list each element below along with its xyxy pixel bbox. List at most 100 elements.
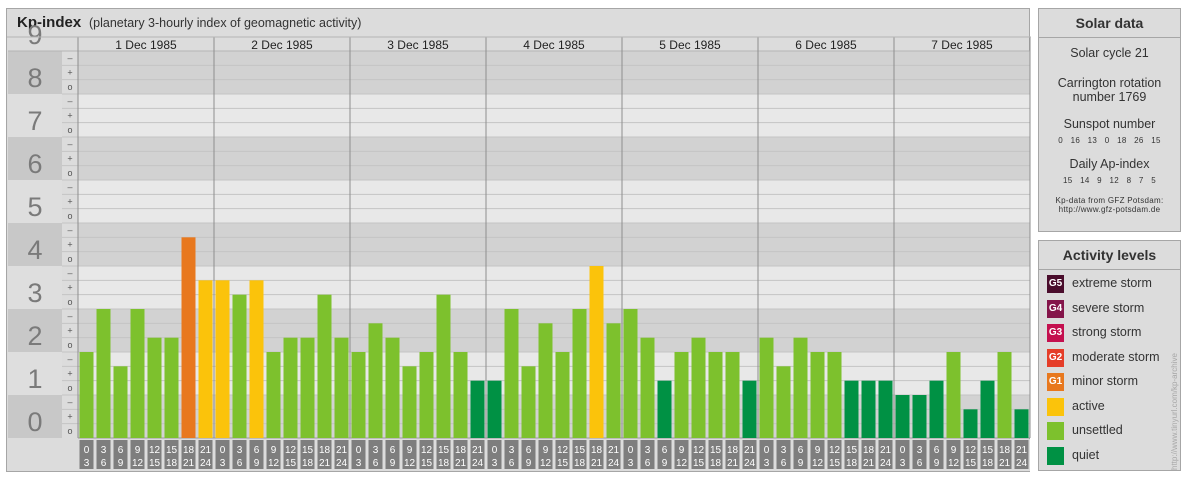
minor-tick-label: – [67,354,72,364]
interval-start-label: 15 [302,445,314,456]
interval-start-label: 15 [982,445,994,456]
chart-title: Kp-index [17,14,82,31]
interval-start-label: 21 [200,445,212,456]
interval-cell [385,440,400,469]
kp-bar [521,366,536,438]
kp-bar [215,280,230,438]
kp-bar [776,366,791,438]
legend-label-g2: moderate storm [1072,349,1160,364]
kp-bar [980,380,995,438]
interval-end-label: 9 [390,458,396,469]
y-tick-label: 9 [27,20,42,50]
interval-start-label: 0 [628,445,634,456]
interval-end-label: 24 [880,458,892,469]
y-tick-band-7 [8,94,62,137]
minor-tick-label: – [67,397,72,407]
interval-end-label: 6 [509,458,515,469]
minor-tick-column [62,51,78,438]
y-tick-band-5 [8,180,62,223]
kp-band-5 [78,180,1030,223]
kp-bar [878,380,893,438]
interval-cell [113,440,128,469]
y-tick-label: 6 [27,149,42,179]
kp-bar [147,337,162,438]
kp-bar [997,352,1012,438]
minor-tick-label: o [67,254,72,264]
interval-start-label: 15 [710,445,722,456]
interval-start-label: 21 [472,445,484,456]
interval-cell [946,440,961,469]
interval-end-label: 18 [302,458,314,469]
legend-label-g1: minor storm [1072,374,1138,388]
ap-index-values: 15 14 9 12 8 7 5 [1063,176,1156,185]
carrington-line2: number 1769 [1072,90,1147,104]
interval-cell [776,440,791,469]
y-tick-band-1 [8,352,62,395]
kp-bar [1014,409,1029,438]
interval-end-label: 15 [421,458,433,469]
legend-label-quiet: quiet [1072,447,1100,462]
interval-start-label: 12 [965,445,977,456]
interval-start-label: 15 [166,445,178,456]
interval-end-label: 9 [118,458,124,469]
y-tick-band-3 [8,266,62,309]
minor-tick-label: + [67,283,72,293]
sunspot-values: 0 16 13 0 18 26 15 [1058,136,1161,145]
interval-cell [249,440,264,469]
interval-cell [470,440,485,469]
minor-tick-label: o [67,125,72,135]
interval-end-label: 6 [645,458,651,469]
kp-bar [657,380,672,438]
interval-cell [759,440,774,469]
interval-start-label: 3 [101,445,107,456]
interval-cell [538,440,553,469]
y-tick-band-8 [8,51,62,94]
minor-tick-label: – [67,96,72,106]
interval-cell [232,440,247,469]
minor-tick-label: – [67,268,72,278]
interval-end-label: 24 [200,458,212,469]
interval-end-label: 3 [764,458,770,469]
kp-bar [283,337,298,438]
interval-cell [793,440,808,469]
interval-end-label: 6 [917,458,923,469]
legend-label-g5: extreme storm [1072,276,1152,290]
interval-start-label: 9 [815,445,821,456]
minor-tick-label: + [67,68,72,78]
interval-end-label: 9 [798,458,804,469]
minor-tick-label: + [67,240,72,250]
solar-data-panel: Solar data Solar cycle 21 Carrington rot… [1038,8,1181,232]
interval-end-label: 15 [557,458,569,469]
kp-bar [164,337,179,438]
interval-cell [657,440,672,469]
sunspot-title: Sunspot number [1063,117,1156,131]
interval-cell [419,440,434,469]
kp-bar [232,294,247,438]
interval-cell [453,440,468,469]
y-tick-band-2 [8,309,62,352]
interval-end-label: 9 [254,458,260,469]
interval-end-label: 12 [540,458,552,469]
interval-start-label: 0 [84,445,90,456]
interval-end-label: 18 [846,458,858,469]
interval-start-label: 0 [492,445,498,456]
interval-cell [912,440,927,469]
solar-data-title: Solar data [1039,9,1180,38]
kp-bar [266,352,281,438]
kp-bar [181,237,196,438]
interval-start-label: 18 [591,445,603,456]
interval-end-label: 3 [628,458,634,469]
interval-end-label: 15 [285,458,297,469]
y-tick-label: 2 [27,321,42,351]
interval-end-label: 3 [84,458,90,469]
interval-start-label: 3 [509,445,515,456]
kp-bar [334,337,349,438]
interval-start-label: 12 [285,445,297,456]
interval-cell [929,440,944,469]
kp-band-8 [78,51,1030,94]
minor-tick-label: + [67,111,72,121]
kp-bar [504,309,519,438]
day-label: 1 Dec 1985 [115,38,177,52]
kp-band-7 [78,94,1030,137]
interval-cell [504,440,519,469]
